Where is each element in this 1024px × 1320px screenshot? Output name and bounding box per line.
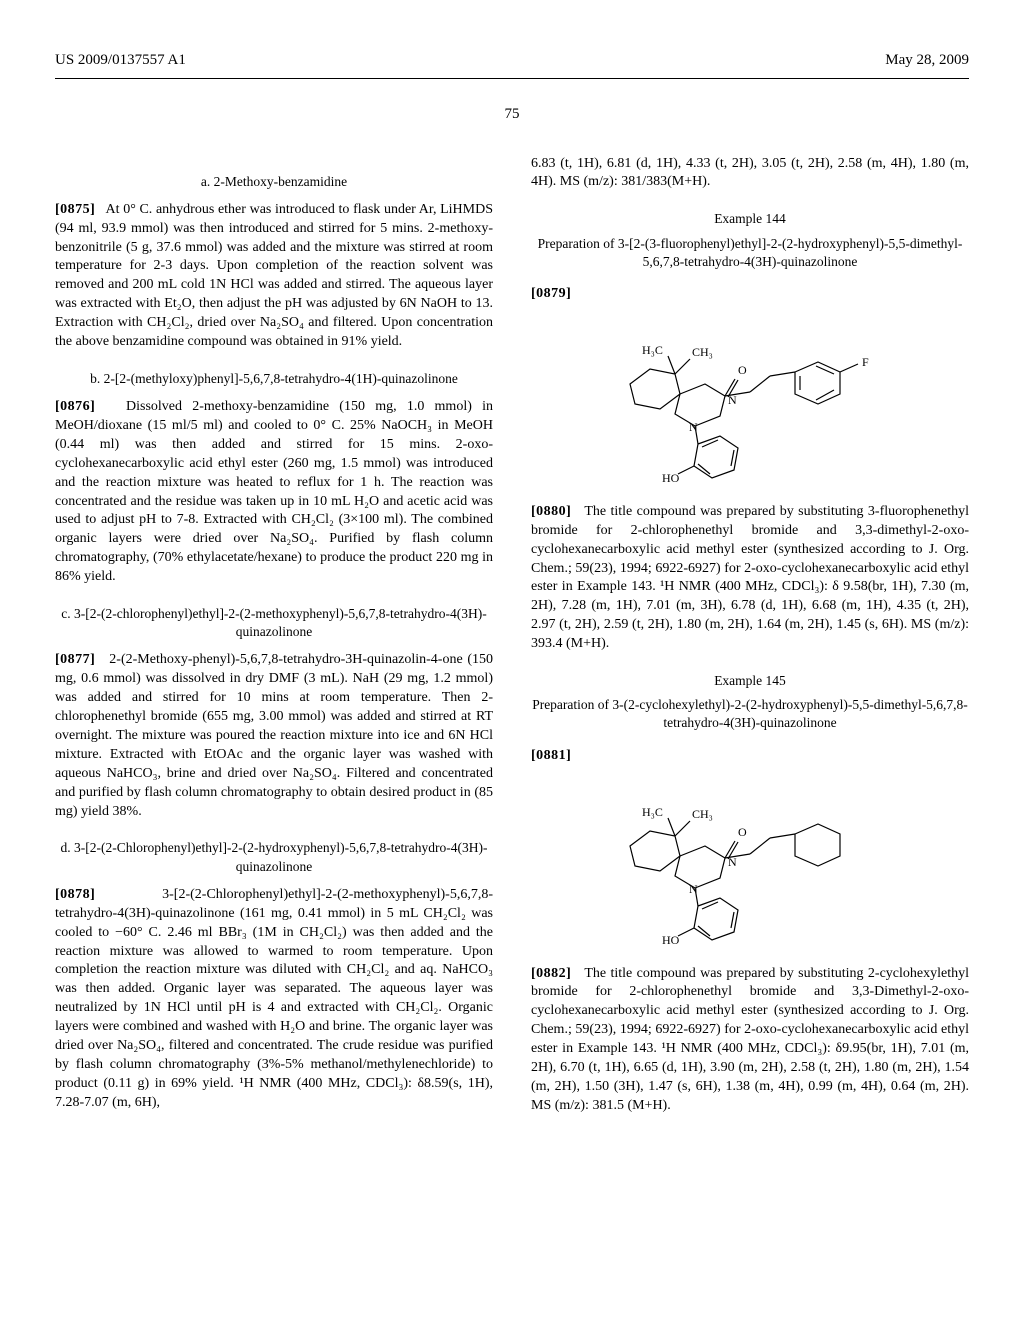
section-d-title: d. 3-[2-(2-Chlorophenyl)ethyl]-2-(2-hydr…: [55, 839, 493, 875]
para-text: At 0° C. anhydrous ether was introduced …: [55, 202, 493, 349]
example-144-title: Example 144: [531, 210, 969, 228]
para-num: [0878]: [55, 887, 95, 902]
label-n: N: [728, 855, 737, 869]
section-a-title: a. 2-Methoxy-benzamidine: [55, 173, 493, 191]
para-0877: [0877] 2-(2-Methoxy-phenyl)-5,6,7,8-tetr…: [55, 651, 493, 821]
para-text: Dissolved 2-methoxy-benzamidine (150 mg,…: [55, 399, 493, 584]
page-number: 75: [55, 104, 969, 124]
header-left: US 2009/0137557 A1: [55, 50, 186, 70]
label-n: N: [689, 882, 698, 896]
label-ho: HO: [662, 933, 680, 947]
label-h3c: H₃C: [642, 343, 663, 357]
para-num: [0877]: [55, 652, 95, 667]
para-text: The title compound was prepared by subst…: [531, 504, 969, 651]
label-ho: HO: [662, 471, 680, 485]
label-h3c: H₃C: [642, 805, 663, 819]
para-text: The title compound was prepared by subst…: [531, 966, 969, 1113]
para-num: [0880]: [531, 504, 571, 519]
para-num: [0881]: [531, 748, 571, 763]
two-column-layout: a. 2-Methoxy-benzamidine [0875] At 0° C.…: [55, 155, 969, 1126]
para-0881: [0881]: [531, 747, 969, 766]
example-145-sub: Preparation of 3-(2-cyclohexylethyl)-2-(…: [531, 696, 969, 732]
header-rule: [55, 78, 969, 79]
para-text: 2-(2-Methoxy-phenyl)-5,6,7,8-tetrahydro-…: [55, 652, 493, 818]
label-o: O: [738, 825, 747, 839]
section-b-title: b. 2-[2-(methyloxy)phenyl]-5,6,7,8-tetra…: [55, 370, 493, 388]
chemical-structure-144: H₃C CH₃ O N N F HO: [531, 314, 969, 489]
para-cont: 6.83 (t, 1H), 6.81 (d, 1H), 4.33 (t, 2H)…: [531, 155, 969, 193]
para-0878: [0878] 3-[2-(2-Chlorophenyl)ethyl]-2-(2-…: [55, 886, 493, 1113]
example-145-title: Example 145: [531, 672, 969, 690]
example-144-sub: Preparation of 3-[2-(3-fluorophenyl)ethy…: [531, 235, 969, 271]
label-f: F: [862, 355, 869, 369]
chemical-structure-145: H₃C CH₃ O N N HO: [531, 776, 969, 951]
label-n: N: [689, 420, 698, 434]
para-0876: [0876] Dissolved 2-methoxy-benzamidine (…: [55, 398, 493, 587]
label-ch3: CH₃: [692, 807, 713, 821]
para-num: [0875]: [55, 202, 95, 217]
right-column: 6.83 (t, 1H), 6.81 (d, 1H), 4.33 (t, 2H)…: [531, 155, 969, 1126]
para-0882: [0882] The title compound was prepared b…: [531, 965, 969, 1116]
page-header: US 2009/0137557 A1 May 28, 2009: [55, 50, 969, 70]
para-0879: [0879]: [531, 285, 969, 304]
para-text: 3-[2-(2-Chlorophenyl)ethyl]-2-(2-methoxy…: [55, 887, 493, 1110]
para-num: [0879]: [531, 286, 571, 301]
left-column: a. 2-Methoxy-benzamidine [0875] At 0° C.…: [55, 155, 493, 1126]
para-num: [0882]: [531, 966, 571, 981]
header-right: May 28, 2009: [885, 50, 969, 70]
label-ch3: CH₃: [692, 345, 713, 359]
para-0880: [0880] The title compound was prepared b…: [531, 503, 969, 654]
label-o: O: [738, 363, 747, 377]
para-num: [0876]: [55, 399, 95, 414]
section-c-title: c. 3-[2-(2-chlorophenyl)ethyl]-2-(2-meth…: [55, 605, 493, 641]
label-n: N: [728, 393, 737, 407]
para-0875: [0875] At 0° C. anhydrous ether was intr…: [55, 201, 493, 352]
